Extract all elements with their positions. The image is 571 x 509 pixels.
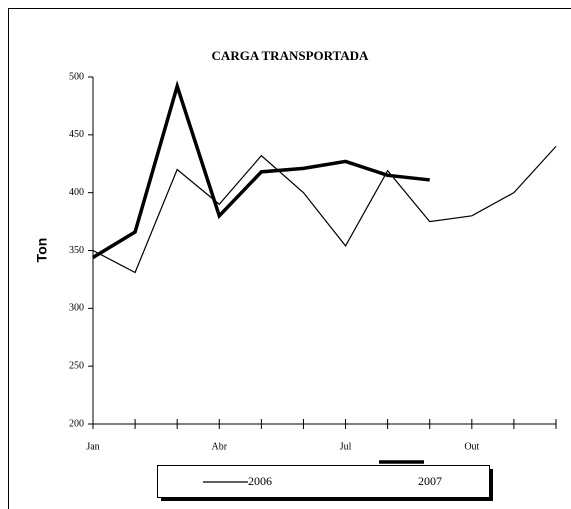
- y-tick-label: 300: [69, 303, 84, 314]
- legend-label: 2006: [248, 474, 272, 488]
- y-tick-label: 400: [69, 187, 84, 198]
- y-tick-label: 350: [69, 245, 84, 256]
- y-tick-label: 250: [69, 360, 84, 371]
- x-tick-label: Jan: [86, 441, 99, 452]
- chart-title: CARGA TRANSPORTADA: [212, 48, 369, 63]
- chart-border: [8, 8, 571, 509]
- x-tick-label: Jul: [340, 441, 352, 452]
- legend-label: 2007: [418, 474, 442, 488]
- y-tick-label: 450: [69, 129, 84, 140]
- y-axis-label: Ton: [34, 238, 50, 263]
- y-tick-label: 500: [69, 71, 84, 82]
- x-tick-label: Out: [464, 441, 479, 452]
- line-series: [92, 80, 430, 259]
- line-series: [92, 145, 557, 274]
- x-tick-label: Abr: [211, 441, 227, 452]
- y-tick-label: 200: [69, 418, 84, 429]
